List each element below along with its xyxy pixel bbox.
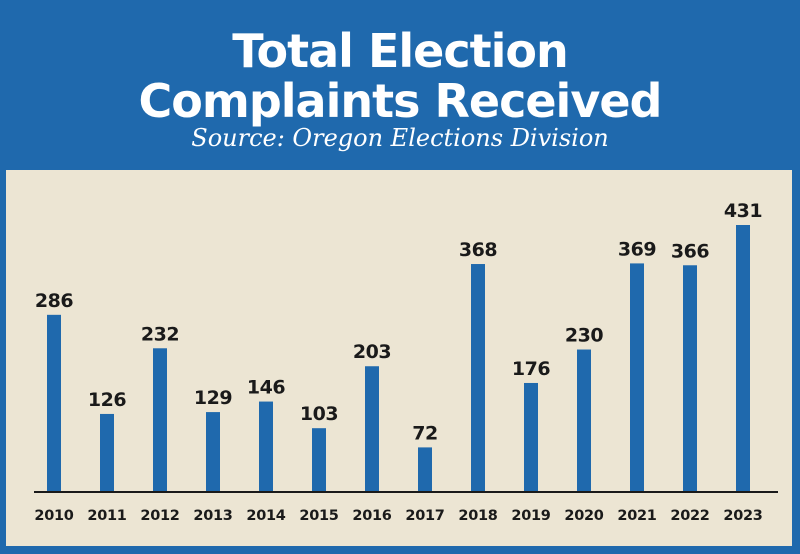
bar-2012 [153,348,167,492]
bar-2017 [418,447,432,492]
data-label-2010: 286 [35,290,73,312]
data-label-2018: 368 [459,239,497,261]
x-tick-label-2015: 2015 [299,508,338,524]
x-tick-label-2017: 2017 [405,508,444,524]
data-label-2021: 369 [618,238,656,260]
bar-2019 [524,382,538,492]
bar-2010 [47,314,61,492]
x-tick-label-2023: 2023 [723,508,762,524]
bar-2022 [683,265,697,492]
x-tick-label-2014: 2014 [246,508,285,524]
data-label-2014: 146 [247,377,285,399]
x-tick-label-2011: 2011 [87,508,126,524]
bar-2021 [630,263,644,492]
bar-2023 [736,225,750,492]
data-label-2017: 72 [412,422,437,444]
bar-2020 [577,349,591,492]
bar-2014 [259,401,273,492]
x-tick-label-2018: 2018 [458,508,497,524]
bar-2016 [365,366,379,492]
data-label-2019: 176 [512,358,550,380]
bar-2013 [206,412,220,492]
x-tick-label-2020: 2020 [564,508,603,524]
x-tick-label-2021: 2021 [617,508,656,524]
bar-2011 [100,413,114,492]
x-tick-label-2019: 2019 [511,508,550,524]
data-label-2015: 103 [300,403,338,425]
x-tick-label-2022: 2022 [670,508,709,524]
x-tick-label-2010: 2010 [34,508,73,524]
data-label-2016: 203 [353,341,391,363]
chart-panel: 286 2010 126 2011 232 2012 129 2013 146 2014 103 20… [6,170,792,546]
data-label-2022: 366 [671,240,709,262]
chart-title-line-1: Total Election [232,24,568,78]
data-label-2012: 232 [141,323,179,345]
bar-2015 [312,428,326,492]
chart-header: Total Election Complaints Received Sourc… [0,0,800,170]
x-tick-label-2013: 2013 [193,508,232,524]
chart-title-line-2: Complaints Received [138,74,663,128]
x-tick-label-2012: 2012 [140,508,179,524]
bar-2018 [471,264,485,492]
bar-chart: 286 2010 126 2011 232 2012 129 2013 146 2014 103 20… [34,200,778,524]
data-label-2020: 230 [565,325,603,347]
x-tick-label-2016: 2016 [352,508,391,524]
data-label-2023: 431 [724,200,762,222]
chart-subtitle: Source: Oregon Elections Division [191,124,609,152]
data-label-2011: 126 [88,389,126,411]
data-label-2013: 129 [194,387,232,409]
